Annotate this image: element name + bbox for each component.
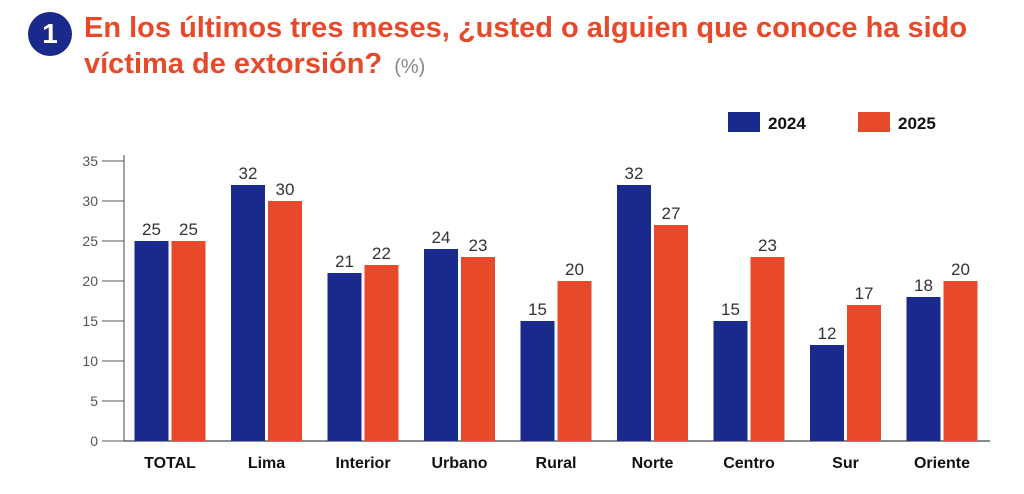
legend-label-2024: 2024	[768, 114, 806, 133]
bar-2024	[713, 321, 748, 441]
category-label: Lima	[248, 455, 285, 472]
data-label: 15	[721, 300, 740, 319]
category-label: Urbano	[432, 455, 488, 472]
data-label: 12	[818, 324, 837, 343]
data-label: 18	[914, 276, 933, 295]
bar-2024	[520, 321, 555, 441]
data-label: 15	[528, 300, 547, 319]
data-label: 22	[372, 244, 391, 263]
data-label: 25	[179, 220, 198, 239]
bar-2024	[134, 241, 169, 441]
y-tick-label: 5	[90, 393, 98, 409]
category-label: Interior	[335, 455, 390, 472]
bar-2024	[231, 185, 265, 441]
data-label: 24	[432, 228, 451, 247]
category-label: Oriente	[914, 455, 970, 472]
bar-2024	[327, 273, 362, 441]
bar-2025	[171, 241, 206, 441]
y-tick-label: 35	[82, 153, 98, 169]
bar-2025	[364, 265, 399, 441]
bar-2025	[268, 201, 302, 441]
legend-swatch-2024	[728, 112, 760, 132]
y-tick-label: 0	[90, 433, 98, 449]
y-tick-label: 30	[82, 193, 98, 209]
legend-swatch-2025	[858, 112, 890, 132]
category-label: Sur	[832, 455, 859, 472]
bar-2025	[847, 305, 881, 441]
data-label: 21	[335, 252, 354, 271]
data-label: 30	[276, 180, 295, 199]
data-label: 32	[239, 164, 258, 183]
y-tick-label: 15	[82, 313, 98, 329]
bar-2025	[943, 281, 978, 441]
y-tick-label: 25	[82, 233, 98, 249]
bar-2024	[424, 249, 458, 441]
y-tick-label: 20	[82, 273, 98, 289]
bar-2024	[617, 185, 651, 441]
question-text: En los últimos tres meses, ¿usted o algu…	[84, 12, 968, 80]
bar-2024	[906, 297, 941, 441]
data-label: 20	[565, 260, 584, 279]
data-label: 32	[625, 164, 644, 183]
category-label: Rural	[536, 455, 577, 472]
question-number-badge: 1	[28, 12, 72, 56]
bar-2025	[461, 257, 495, 441]
y-tick-label: 10	[82, 353, 98, 369]
data-label: 23	[469, 236, 488, 255]
data-label: 27	[662, 204, 681, 223]
category-label: Norte	[632, 455, 674, 472]
bar-2025	[750, 257, 785, 441]
data-label: 23	[758, 236, 777, 255]
data-label: 17	[855, 284, 874, 303]
bar-2025	[557, 281, 592, 441]
chart-title: En los últimos tres meses, ¿usted o algu…	[84, 10, 1014, 85]
data-label: 25	[142, 220, 161, 239]
unit-label: (%)	[394, 56, 426, 78]
category-label: Centro	[723, 455, 775, 472]
bar-2025	[654, 225, 688, 441]
legend-label-2025: 2025	[898, 114, 936, 133]
data-label: 20	[951, 260, 970, 279]
category-label: TOTAL	[144, 455, 196, 472]
bar-2024	[810, 345, 844, 441]
